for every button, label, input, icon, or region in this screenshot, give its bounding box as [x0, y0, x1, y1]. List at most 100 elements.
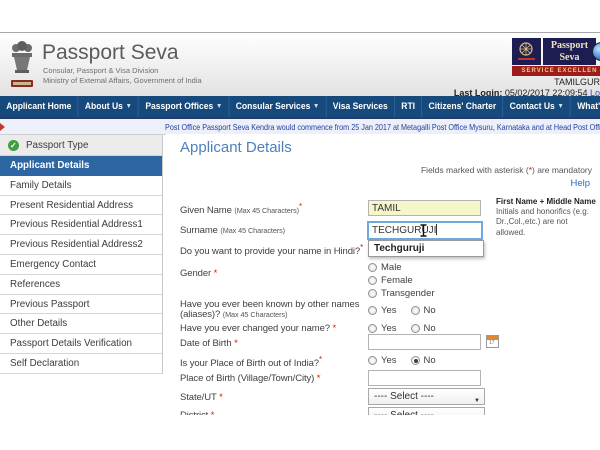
gender-option-female: Female: [368, 275, 413, 286]
label-hint: (Max 45 Characters): [234, 206, 299, 216]
label-text: State/UT: [180, 392, 217, 403]
required-asterisk: *: [332, 323, 337, 334]
pob-abroad-label: Is your Place of Birth out of India?*: [180, 355, 322, 369]
radio-label: No: [423, 305, 436, 316]
label-text: Date of Birth: [180, 338, 232, 349]
nav-item-about-us[interactable]: About Us ▼: [79, 96, 140, 117]
radio-pob-abroad-no[interactable]: [410, 356, 420, 365]
aliases-radio-group: Yes No: [368, 305, 436, 316]
last-login-value: 05/02/2017 22:09:54: [504, 88, 588, 98]
badge-passport-seva: Passport Seva: [543, 38, 596, 65]
state-select[interactable]: ---- Select ---- ▼: [368, 388, 485, 405]
chevron-down-icon: ▼: [313, 103, 320, 110]
radio-aliases-no[interactable]: [410, 306, 420, 315]
text-caret: [436, 224, 438, 235]
nav-item-consular-services[interactable]: Consular Services ▼: [229, 96, 327, 117]
nav-label: RTI: [401, 101, 416, 112]
changed-name-label: Have you ever changed your name? *: [180, 323, 336, 334]
pob-label: Place of Birth (Village/Town/City) *: [180, 373, 320, 384]
calendar-icon[interactable]: [486, 335, 499, 348]
label-text: Is your Place of Birth out of India?: [180, 358, 319, 370]
radio-pob-abroad-yes[interactable]: [368, 356, 377, 365]
nav-label: Citizens' Charter: [428, 101, 497, 112]
sidebar-item-label: Passport Details Verification: [10, 338, 132, 350]
sidebar-item-label: Self Declaration: [10, 357, 80, 369]
sidebar-item-references[interactable]: References: [0, 274, 162, 295]
sidebar-item-label: Passport Type: [26, 140, 89, 151]
brand-subtitle-2: Ministry of External Affairs, Government…: [43, 76, 202, 85]
dob-input[interactable]: [368, 334, 481, 350]
nav-label: Passport Offices: [145, 101, 214, 112]
aliases-label-line2: (aliases)? (Max 45 Characters): [180, 309, 287, 320]
radio-male[interactable]: [368, 263, 377, 272]
badge-line1: Passport: [550, 40, 589, 51]
sidebar-item-previous-passport[interactable]: Previous Passport: [0, 294, 162, 315]
nav-label: Applicant Home: [6, 101, 72, 112]
nav-item-visa-services[interactable]: Visa Services: [326, 96, 395, 117]
sidebar-item-present-residential-address[interactable]: Present Residential Address: [0, 195, 162, 216]
label-text: Gender: [180, 268, 212, 279]
nav-item-applicant-home[interactable]: Applicant Home: [0, 96, 79, 117]
required-asterisk: *: [318, 355, 322, 364]
select-arrow-icon: ▼: [474, 413, 480, 415]
label-text: Given Name: [180, 205, 232, 217]
label-text: Do you want to provide your name in Hind…: [180, 246, 361, 258]
nav-item-citizens-charter[interactable]: Citizens' Charter: [422, 96, 504, 117]
check-circle-icon: [8, 135, 19, 155]
radio-female[interactable]: [368, 276, 377, 285]
badge-emblem-icon: [512, 38, 541, 65]
nav-item-whats-new[interactable]: What's New: [571, 96, 600, 117]
ashoka-emblem-icon: [11, 41, 33, 87]
sidebar-item-self-declaration[interactable]: Self Declaration: [0, 353, 162, 374]
sidebar-steps: Passport Type Applicant Details Family D…: [0, 135, 163, 374]
surname-input[interactable]: TECHGURUJI: [367, 221, 483, 240]
radio-label: Yes: [381, 355, 397, 366]
radio-changed-no[interactable]: [410, 324, 420, 333]
chevron-down-icon: ▼: [215, 103, 223, 110]
sidebar-item-previous-residential-address2[interactable]: Previous Residential Address2: [0, 235, 162, 255]
main-nav-inner: Applicant Home About Us ▼ Passport Office…: [0, 96, 600, 117]
radio-changed-yes[interactable]: [368, 324, 377, 333]
radio-label: Yes: [381, 305, 397, 316]
select-arrow-icon: ▼: [474, 398, 480, 404]
nav-item-contact-us[interactable]: Contact Us ▼: [503, 96, 571, 117]
page-title: Applicant Details: [180, 139, 292, 156]
sidebar-item-other-details[interactable]: Other Details: [0, 314, 162, 335]
help-link[interactable]: Help: [570, 178, 590, 189]
radio-label: No: [423, 323, 436, 334]
sidebar-item-previous-residential-address1[interactable]: Previous Residential Address1: [0, 215, 162, 236]
given-name-input[interactable]: [368, 200, 481, 216]
ticker-text: Post Office Passport Seva Kendra would c…: [165, 122, 600, 132]
radio-label: No: [423, 355, 436, 366]
ticker-arrow-icon: [0, 123, 5, 131]
sidebar-item-label: Present Residential Address: [10, 199, 134, 211]
radio-label: Female: [381, 275, 413, 286]
logout-link[interactable]: Lo: [589, 88, 600, 98]
given-name-label: Given Name (Max 45 Characters)*: [180, 202, 302, 216]
required-asterisk: *: [298, 202, 302, 211]
required-asterisk: *: [360, 243, 364, 252]
brand-title: Passport Seva: [42, 41, 179, 64]
gender-label: Gender *: [180, 268, 217, 279]
name-suggestion-item[interactable]: Techguruji: [368, 240, 484, 257]
brand-subtitle-1: Consular, Passport & Visa Division: [43, 66, 159, 75]
label-text: (aliases)?: [180, 309, 221, 320]
sidebar-item-passport-details-verification[interactable]: Passport Details Verification: [0, 334, 162, 354]
surname-value: TECHGURUJI: [372, 225, 437, 236]
sidebar-item-family-details[interactable]: Family Details: [0, 175, 162, 196]
radio-aliases-yes[interactable]: [368, 306, 377, 315]
sidebar-item-passport-type[interactable]: Passport Type: [0, 135, 162, 156]
nav-item-rti[interactable]: RTI: [395, 96, 423, 117]
nav-item-passport-offices[interactable]: Passport Offices ▼: [139, 96, 230, 117]
sidebar-item-label: Other Details: [10, 318, 68, 330]
sidebar-item-label: Previous Residential Address2: [10, 239, 143, 251]
district-select[interactable]: ---- Select ---- ▼: [368, 407, 485, 415]
announcement-ticker: Post Office Passport Seva Kendra would c…: [0, 117, 600, 134]
sidebar-item-label: References: [10, 278, 61, 290]
sidebar-item-applicant-details[interactable]: Applicant Details: [0, 156, 162, 176]
radio-transgender[interactable]: [368, 289, 377, 298]
required-asterisk: *: [219, 392, 223, 403]
label-text: Place of Birth (Village/Town/City): [180, 373, 315, 384]
pob-input[interactable]: [368, 370, 481, 386]
sidebar-item-emergency-contact[interactable]: Emergency Contact: [0, 254, 162, 275]
